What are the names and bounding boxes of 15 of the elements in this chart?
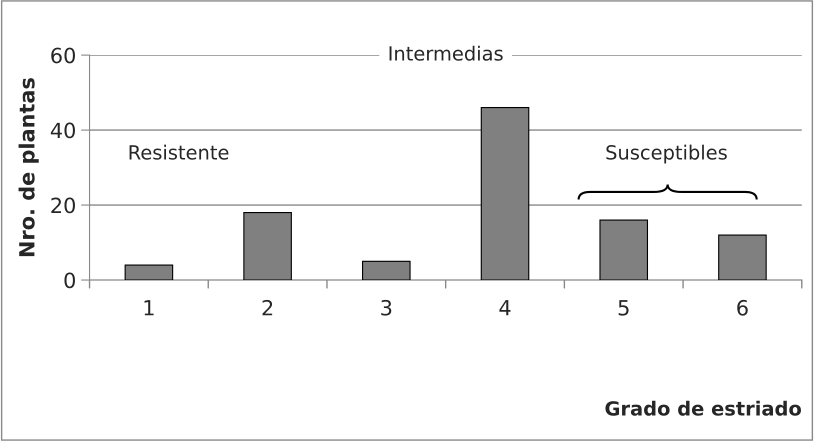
y-axis-title: Nro. de plantas [18,78,39,256]
x-tick-label: 6 [737,300,748,316]
y-tick-label: 20 [51,198,75,214]
x-tick-label: 1 [144,300,154,316]
x-tick-label: 5 [618,300,629,316]
y-tick-label: 40 [50,122,75,138]
annotation: Resistente [130,144,228,160]
x-tick-label: 3 [381,300,392,316]
y-tick-label: 0 [64,272,75,288]
x-tick-label: 4 [499,300,510,316]
annotation: Intermedias [390,46,503,61]
annotation: Susceptibles [606,144,727,164]
x-axis-title: Grado de estriado [605,400,801,416]
y-tick-label: 60 [51,48,75,64]
x-tick-label: 2 [262,300,272,316]
